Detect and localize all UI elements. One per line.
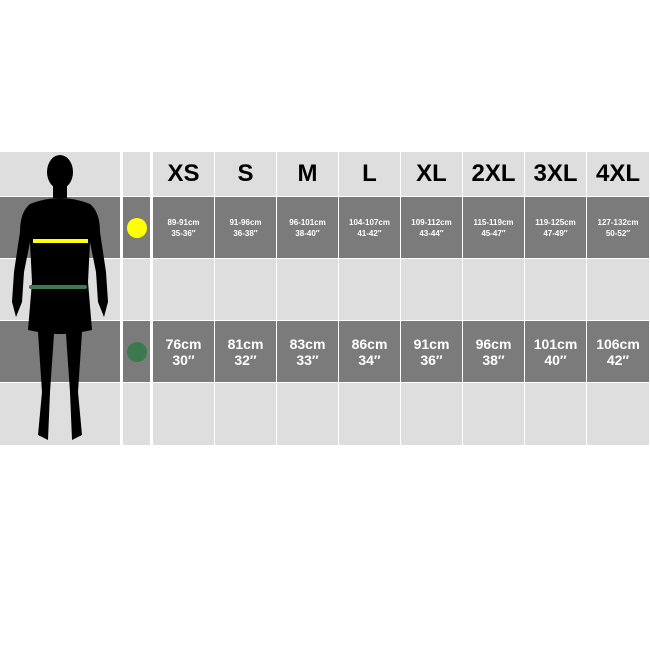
size-cell: 119-125cm 47-49″ (525, 197, 586, 258)
size-cell (525, 383, 586, 445)
size-cell (215, 259, 276, 320)
marker-cell (123, 259, 150, 320)
waist-marker-icon (126, 341, 147, 362)
size-cell: S (215, 152, 276, 196)
size-header: XL (416, 160, 447, 187)
size-cell (525, 259, 586, 320)
waist-cm: 96cm (475, 335, 512, 352)
size-cell: 4XL (587, 152, 649, 196)
size-cell: XL (401, 152, 462, 196)
size-header: 3XL (533, 160, 578, 187)
size-cell: 2XL (463, 152, 524, 196)
body-silhouette-icon (12, 155, 108, 440)
chest-inches: 43-44″ (419, 228, 444, 238)
marker-cell (123, 152, 150, 196)
marker-cell (123, 197, 150, 258)
waist-cm: 86cm (351, 335, 388, 352)
size-header: 4XL (595, 160, 640, 187)
size-cell: 96cm 38″ (463, 321, 524, 382)
size-cell (463, 383, 524, 445)
size-cell: 3XL (525, 152, 586, 196)
waist-inches: 34″ (358, 351, 381, 368)
marker-cell (123, 321, 150, 382)
waist-inches: 36″ (420, 351, 443, 368)
size-cell: 81cm 32″ (215, 321, 276, 382)
chest-cm: 115-119cm (473, 217, 514, 227)
chest-cm: 104-107cm (349, 217, 390, 227)
waist-cm: 76cm (165, 335, 202, 352)
chest-inches: 47-49″ (543, 228, 568, 238)
chest-inches: 50-52″ (605, 228, 631, 238)
marker-cell (123, 383, 150, 445)
size-cell (401, 259, 462, 320)
chest-cm: 127-132cm (597, 217, 639, 227)
waist-inches: 30″ (172, 351, 195, 368)
chest-cm: 91-96cm (229, 217, 262, 227)
chest-inches: 36-38″ (233, 228, 258, 238)
waist-inches: 38″ (482, 351, 505, 368)
size-cell: 127-132cm 50-52″ (587, 197, 649, 258)
size-cell (277, 383, 338, 445)
size-cell (153, 259, 214, 320)
size-cell: 104-107cm 41-42″ (339, 197, 400, 258)
size-cell (339, 383, 400, 445)
chest-inches: 35-36″ (171, 228, 196, 238)
size-cell: 86cm 34″ (339, 321, 400, 382)
waist-cm: 83cm (289, 335, 326, 352)
size-header: M (297, 160, 318, 187)
chest-cm: 89-91cm (167, 217, 200, 227)
waist-inches: 33″ (296, 351, 319, 368)
size-cell (463, 259, 524, 320)
size-cell: 109-112cm 43-44″ (401, 197, 462, 258)
waist-cm: 101cm (533, 335, 578, 352)
waist-inches: 32″ (234, 351, 257, 368)
chest-cm: 109-112cm (411, 217, 452, 227)
size-cell (215, 383, 276, 445)
size-cell: 101cm 40″ (525, 321, 586, 382)
size-chart: XS S M L XL 2XL 3XL 4XL 89-91cm 35-36″ 91-96cm 36-3… (0, 152, 650, 445)
chest-line (33, 239, 88, 243)
waist-line (29, 285, 87, 289)
size-cell (339, 259, 400, 320)
size-header: L (362, 160, 377, 187)
waist-cm: 81cm (227, 335, 264, 352)
size-cell: 91cm 36″ (401, 321, 462, 382)
size-cell (401, 383, 462, 445)
size-cell: 115-119cm 45-47″ (463, 197, 524, 258)
size-cell: 89-91cm 35-36″ (153, 197, 214, 258)
size-header: XS (167, 160, 200, 187)
size-cell: 83cm 33″ (277, 321, 338, 382)
waist-inches: 40″ (544, 351, 567, 368)
chest-inches: 41-42″ (357, 228, 382, 238)
size-cell: 106cm 42″ (587, 321, 649, 382)
size-cell: 76cm 30″ (153, 321, 214, 382)
waist-inches: 42″ (606, 351, 630, 368)
size-cell (277, 259, 338, 320)
waist-cm: 91cm (413, 335, 450, 352)
size-cell: 96-101cm 38-40″ (277, 197, 338, 258)
size-cell (587, 259, 649, 320)
size-cell (153, 383, 214, 445)
chest-inches: 45-47″ (481, 228, 506, 238)
size-cell: XS (153, 152, 214, 196)
chest-cm: 96-101cm (289, 217, 326, 227)
figure-row-bg (0, 383, 120, 445)
size-cell: M (277, 152, 338, 196)
size-cell: L (339, 152, 400, 196)
chest-inches: 38-40″ (295, 228, 320, 238)
chest-marker-icon (126, 217, 147, 238)
size-header: 2XL (471, 160, 516, 187)
chest-cm: 119-125cm (535, 217, 576, 227)
size-header: S (237, 160, 254, 187)
size-cell: 91-96cm 36-38″ (215, 197, 276, 258)
waist-cm: 106cm (596, 335, 640, 352)
size-cell (587, 383, 649, 445)
